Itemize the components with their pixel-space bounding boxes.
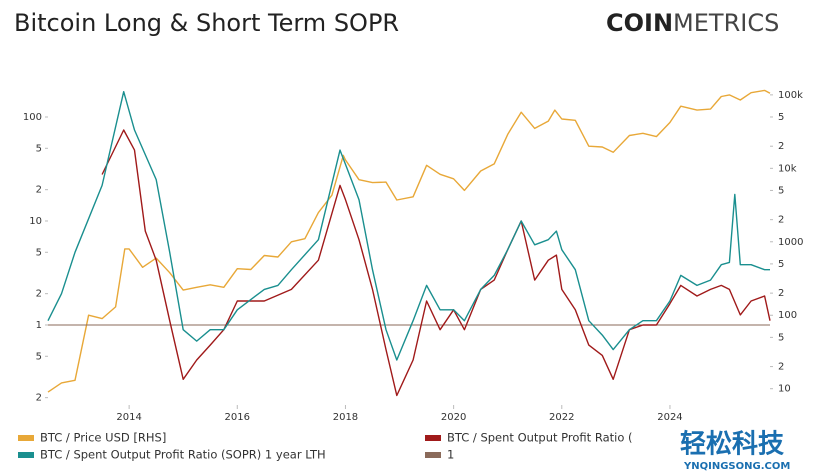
x-tick-label: 2018 bbox=[333, 412, 358, 423]
y2-tick-label: 2 bbox=[778, 141, 784, 152]
y2-tick-label: 100k bbox=[778, 90, 803, 101]
legend-swatch bbox=[18, 452, 34, 458]
series-line bbox=[101, 129, 771, 397]
y-tick-label: 100 bbox=[23, 112, 42, 123]
y-tick-label: 5 bbox=[36, 247, 42, 258]
y-tick-label: 2 bbox=[36, 289, 42, 300]
x-tick-label: 2016 bbox=[225, 412, 250, 423]
legend-label: BTC / Price USD [RHS] bbox=[40, 431, 166, 445]
series-line bbox=[47, 89, 771, 393]
legend-swatch bbox=[425, 452, 441, 458]
y2-tick-label: 10k bbox=[778, 163, 797, 174]
y2-tick-label: 5 bbox=[778, 259, 784, 270]
legend-swatch bbox=[18, 435, 34, 441]
y2-tick-label: 10 bbox=[778, 384, 791, 395]
y2-tick-label: 1000 bbox=[778, 237, 803, 248]
y2-tick-label: 100 bbox=[778, 310, 797, 321]
brand-light: METRICS bbox=[673, 9, 779, 37]
y2-tick-label: 2 bbox=[778, 362, 784, 373]
y2-tick-label: 5 bbox=[778, 112, 784, 123]
watermark-main: 轻松科技 bbox=[680, 430, 784, 460]
y2-tick-label: 2 bbox=[778, 215, 784, 226]
x-tick-label: 2020 bbox=[441, 412, 466, 423]
chart-title: Bitcoin Long & Short Term SOPR bbox=[14, 9, 399, 37]
brand-bold: COIN bbox=[606, 9, 673, 37]
y-tick-label: 10 bbox=[29, 216, 42, 227]
legend-swatch bbox=[425, 435, 441, 441]
y2-tick-label: 2 bbox=[778, 288, 784, 299]
watermark-sub: YNQINGSONG.COM bbox=[683, 461, 790, 472]
y-tick-label: 2 bbox=[36, 393, 42, 404]
legend-label: 1 bbox=[447, 448, 454, 462]
x-tick-label: 2022 bbox=[549, 412, 574, 423]
legend-label: BTC / Spent Output Profit Ratio (SOPR) 1… bbox=[40, 448, 326, 462]
series-line bbox=[47, 91, 770, 361]
y-tick-label: 2 bbox=[36, 185, 42, 196]
legend-label: BTC / Spent Output Profit Ratio ( bbox=[447, 431, 633, 445]
y-tick-label: 5 bbox=[36, 143, 42, 154]
y-tick-label: 1 bbox=[36, 320, 42, 331]
x-tick-label: 2024 bbox=[657, 412, 682, 423]
brand: COINMETRICS bbox=[606, 9, 779, 37]
y2-tick-label: 5 bbox=[778, 332, 784, 343]
x-tick-label: 2014 bbox=[116, 412, 141, 423]
y-tick-label: 5 bbox=[36, 351, 42, 362]
y2-tick-label: 5 bbox=[778, 185, 784, 196]
